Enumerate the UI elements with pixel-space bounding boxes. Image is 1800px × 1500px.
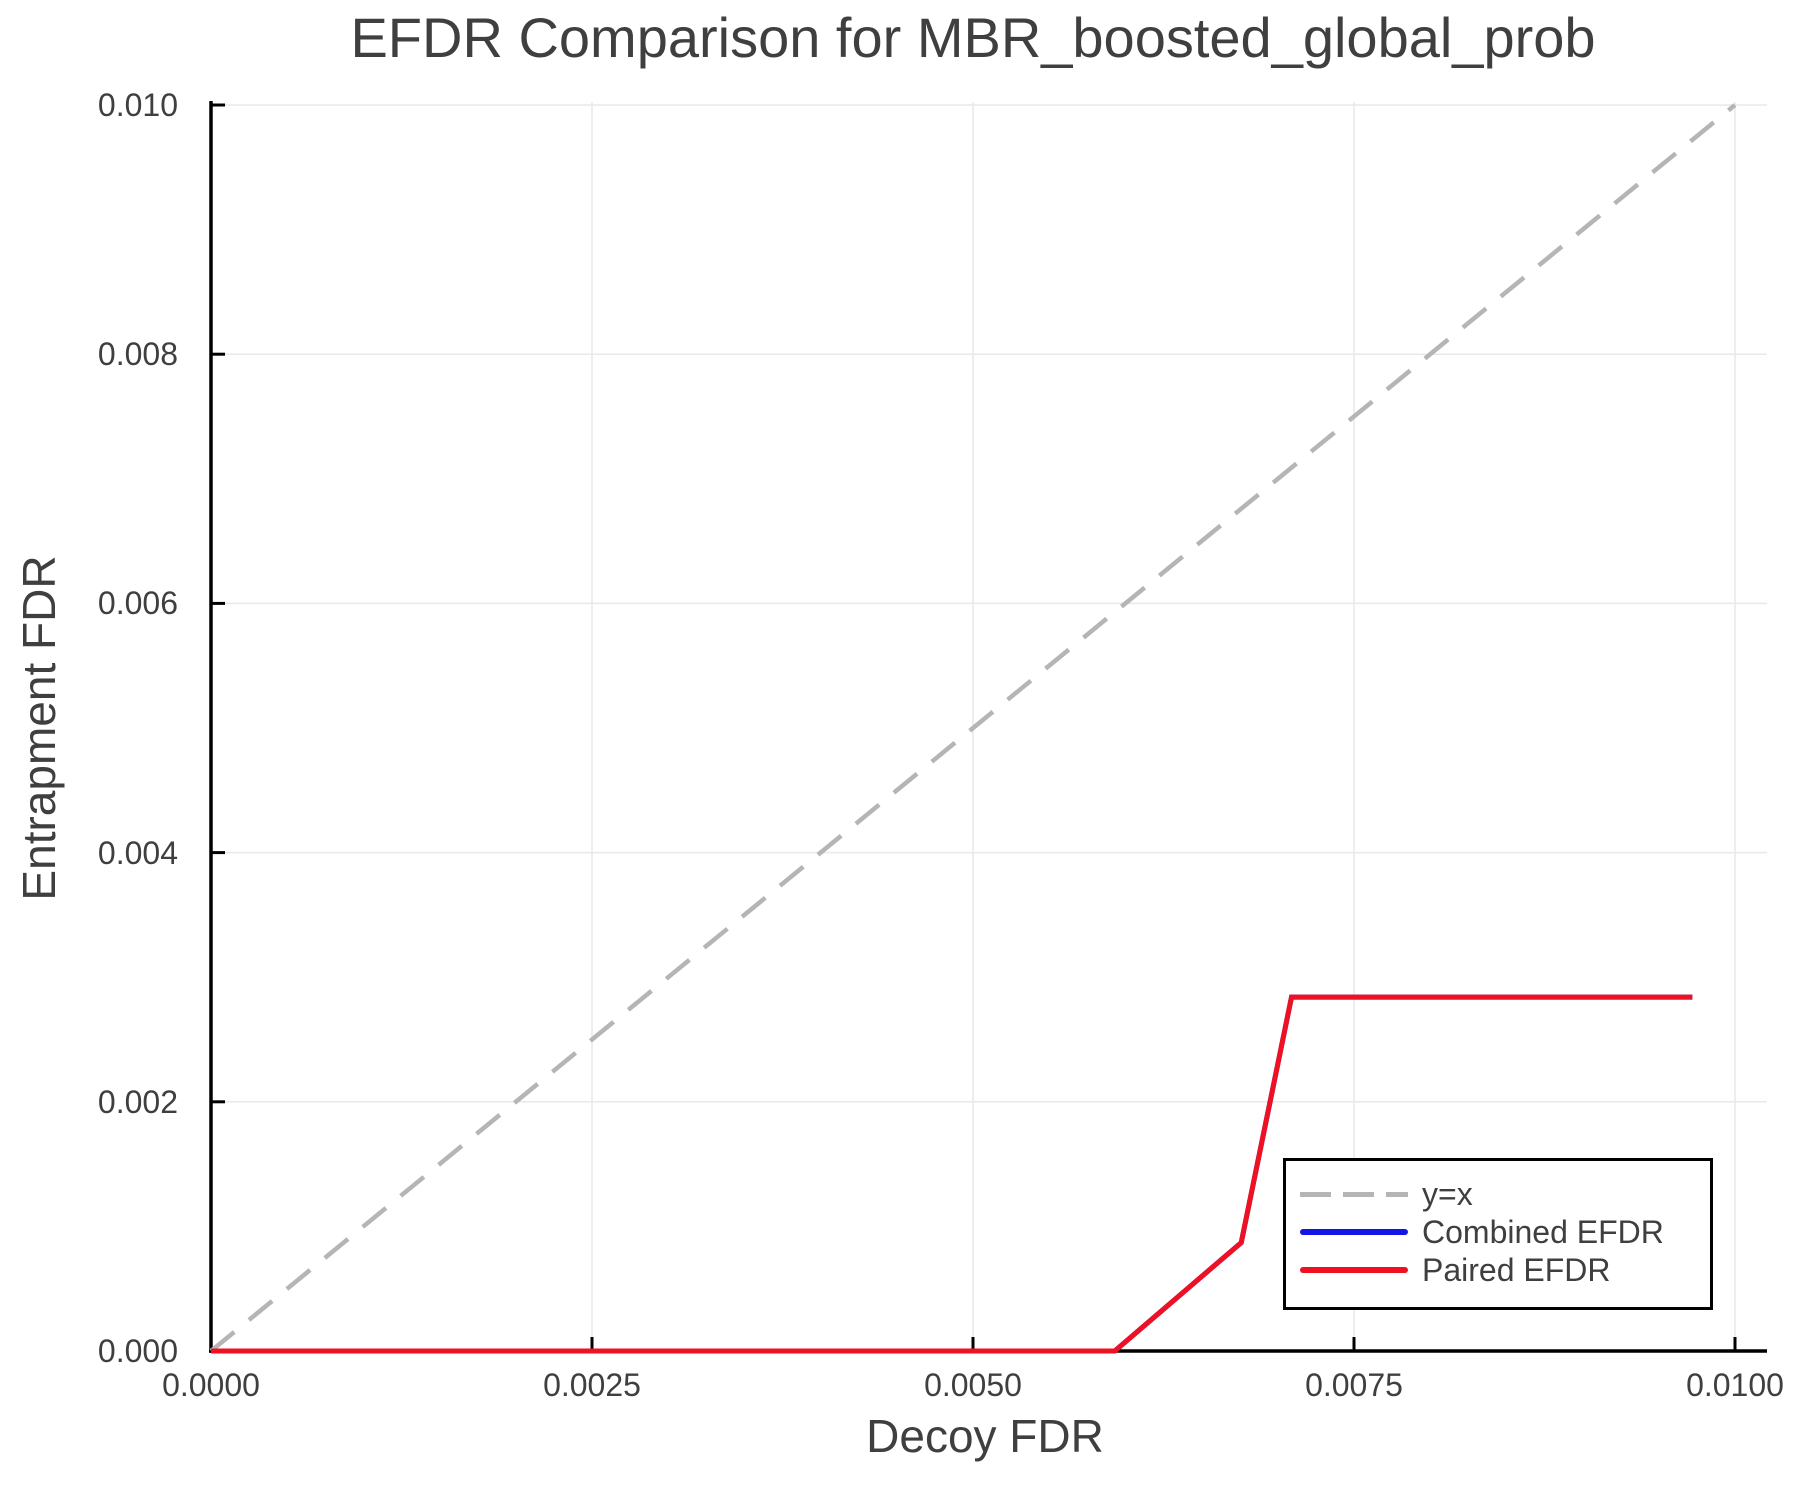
y-tick-label: 0.008 xyxy=(97,336,178,373)
legend-entry-combined-efdr: Combined EFDR xyxy=(1300,1213,1710,1251)
x-axis-label: Decoy FDR xyxy=(866,1410,1104,1462)
legend-label: Combined EFDR xyxy=(1422,1214,1664,1250)
legend-entry-yx: y=x xyxy=(1300,1175,1710,1213)
legend-label: Paired EFDR xyxy=(1422,1252,1611,1288)
legend-label: y=x xyxy=(1422,1176,1473,1212)
x-tick-label: 0.0025 xyxy=(543,1367,641,1403)
x-tick-label: 0.0000 xyxy=(162,1367,260,1403)
y-tick-label: 0.002 xyxy=(97,1083,178,1120)
series-y-x xyxy=(209,103,1737,1353)
x-tick-label: 0.0050 xyxy=(924,1367,1022,1403)
x-tick-label: 0.0100 xyxy=(1686,1367,1784,1403)
y-tick-label: 0.006 xyxy=(97,585,178,622)
chart-title: EFDR Comparison for MBR_boosted_global_p… xyxy=(350,6,1596,69)
series-paired-efdr xyxy=(211,994,1693,1354)
legend-dashed-line-sample xyxy=(1300,1191,1408,1197)
y-tick-label: 0.010 xyxy=(97,87,178,123)
x-tick-label: 0.0075 xyxy=(1305,1367,1403,1403)
legend-blue-line-sample xyxy=(1300,1229,1408,1235)
legend: y=x Combined EFDR Paired EFDR xyxy=(1283,1158,1713,1310)
y-axis-label: Entrapment FDR xyxy=(13,555,65,901)
legend-entry-paired-efdr: Paired EFDR xyxy=(1300,1251,1710,1289)
y-tick-label: 0.000 xyxy=(97,1333,178,1369)
y-tick-label: 0.004 xyxy=(97,834,178,871)
legend-red-line-sample xyxy=(1300,1267,1408,1273)
